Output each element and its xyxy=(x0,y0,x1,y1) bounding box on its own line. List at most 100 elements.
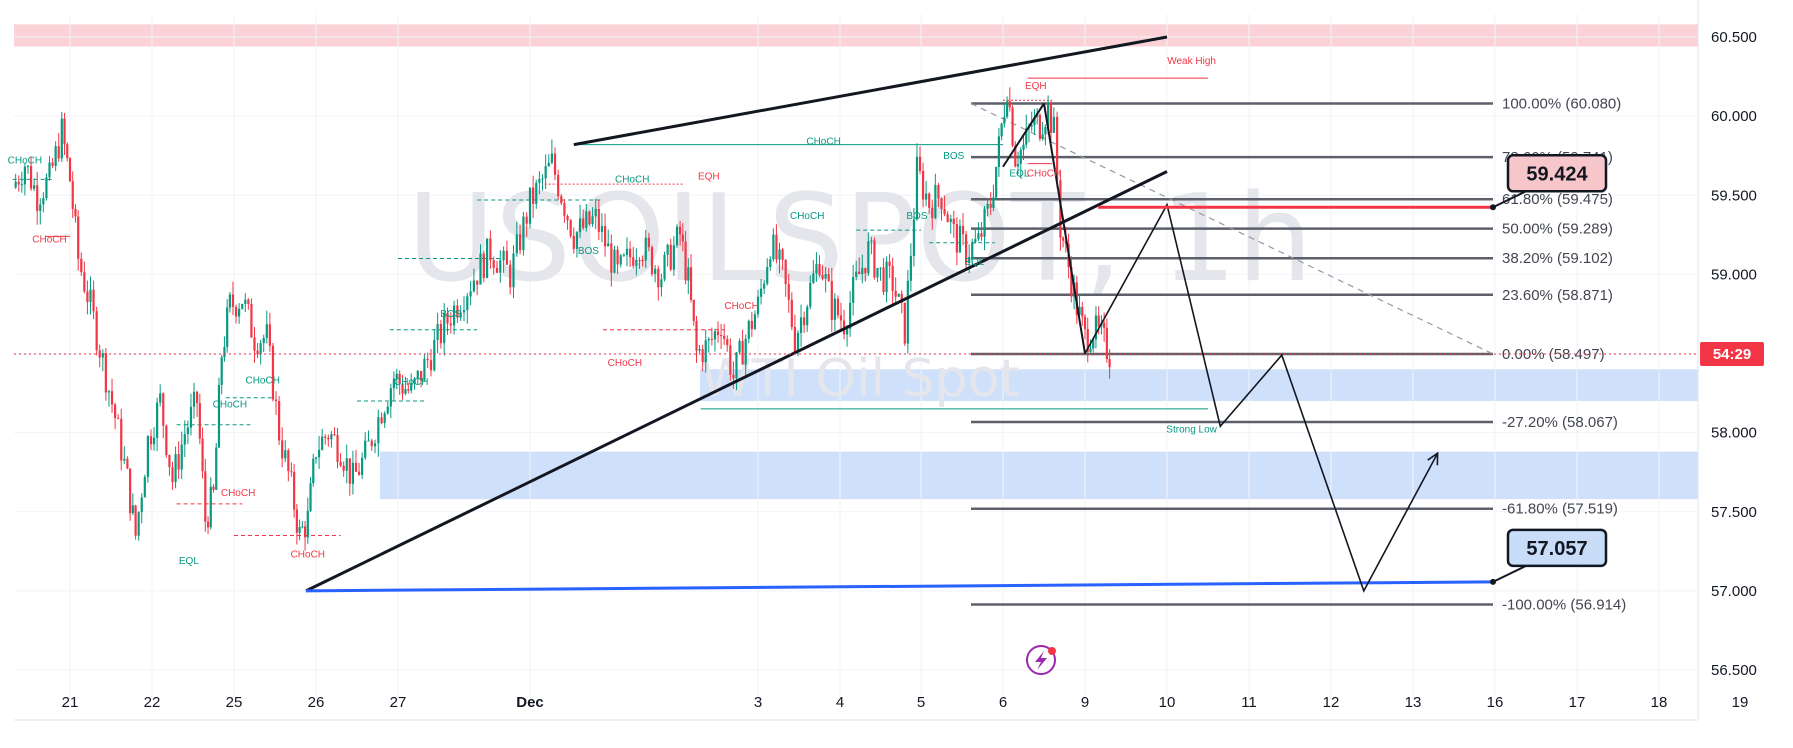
candle-body xyxy=(143,476,146,498)
candle-body xyxy=(710,338,713,340)
candle-body xyxy=(753,314,757,330)
candle-body xyxy=(660,279,663,288)
structure-label: Weak High xyxy=(1167,56,1216,67)
candle-body xyxy=(74,208,77,217)
candle-body xyxy=(1036,114,1039,118)
structure-label: CHoCH xyxy=(806,137,840,148)
candle-body xyxy=(684,241,687,281)
zone-2 xyxy=(380,451,1698,500)
candle-body xyxy=(756,296,760,315)
candle-body xyxy=(231,294,235,307)
candle-body xyxy=(983,208,986,237)
candle-body xyxy=(701,349,704,363)
structure-label: CHoCH xyxy=(213,399,247,410)
candle-body xyxy=(763,283,766,289)
callout-anchor xyxy=(1490,204,1496,211)
candle-body xyxy=(472,280,475,292)
candle-body xyxy=(824,274,827,279)
structure-label: BOS xyxy=(578,246,599,257)
candle-body xyxy=(864,267,867,274)
candle-body xyxy=(663,254,666,280)
candle-body xyxy=(977,233,980,240)
structure-label: CHoCH xyxy=(394,377,428,388)
candle-body xyxy=(80,258,83,273)
candle-body xyxy=(126,458,129,469)
structure-label: CHoCH xyxy=(8,156,42,167)
candle-body xyxy=(603,226,607,247)
candles xyxy=(14,87,1111,551)
structure-label: EQL xyxy=(179,556,199,567)
candle-body xyxy=(557,174,560,197)
candle-body xyxy=(303,526,307,538)
candle-body xyxy=(395,373,398,379)
candle-body xyxy=(278,401,281,441)
structure-label: CHoCH xyxy=(245,376,279,387)
price-callout-label: 57.057 xyxy=(1526,538,1587,560)
x-tick-label: Dec xyxy=(516,694,544,711)
candle-body xyxy=(244,299,247,305)
candle-body xyxy=(716,331,720,336)
candle-body xyxy=(29,166,33,189)
candle-body xyxy=(298,527,301,533)
candle-body xyxy=(812,273,815,283)
y-tick-label: 59.000 xyxy=(1711,266,1757,283)
x-tick-label: 10 xyxy=(1159,694,1176,711)
timer-label: 54:29 xyxy=(1713,346,1751,363)
candle-body xyxy=(107,391,111,393)
candle-body xyxy=(995,166,998,198)
candle-body xyxy=(426,358,429,361)
candle-body xyxy=(476,280,479,285)
candle-body xyxy=(509,264,512,288)
candle-body xyxy=(1078,306,1081,315)
candle-body xyxy=(226,307,229,347)
candle-body xyxy=(550,153,553,163)
candle-body xyxy=(265,324,268,338)
candle-body xyxy=(769,259,772,268)
candle-body xyxy=(946,214,949,223)
candle-body xyxy=(1086,329,1089,352)
candle-body xyxy=(787,284,790,300)
candle-body xyxy=(781,249,784,260)
structure-label: CHoCH xyxy=(724,301,758,312)
fib-label: -27.20% (58.067) xyxy=(1502,414,1618,431)
candle-body xyxy=(915,156,919,220)
candle-body xyxy=(858,271,861,275)
candle-body xyxy=(482,253,485,278)
candle-body xyxy=(1047,102,1050,128)
candle-body xyxy=(42,198,45,205)
candle-body xyxy=(738,340,741,353)
x-tick-label: 19 xyxy=(1732,694,1749,711)
candle-body xyxy=(420,370,423,381)
candle-body xyxy=(679,226,682,235)
candle-body xyxy=(177,454,180,470)
candle-body xyxy=(1089,348,1092,352)
x-tick-label: 9 xyxy=(1081,694,1089,711)
candle-body xyxy=(1008,101,1011,108)
candle-body xyxy=(971,242,974,257)
candle-body xyxy=(885,261,888,293)
structure-label: CHoCH xyxy=(1027,168,1061,179)
candle-body xyxy=(367,440,370,442)
candle-body xyxy=(377,417,380,444)
candle-body xyxy=(20,184,23,186)
candle-body xyxy=(1041,134,1044,139)
candle-body xyxy=(383,413,386,424)
candle-body xyxy=(117,417,120,419)
candle-body xyxy=(66,144,69,159)
symbol-subtitle: WTI Oil Spot xyxy=(700,349,1020,409)
candle-body xyxy=(77,216,80,259)
candle-body xyxy=(888,261,891,267)
candle-body xyxy=(1049,102,1053,133)
candle-body xyxy=(600,226,604,232)
candle-body xyxy=(563,203,566,216)
candle-body xyxy=(268,324,271,346)
candle-body xyxy=(120,418,123,461)
candle-body xyxy=(345,458,348,471)
candle-body xyxy=(597,208,600,232)
candle-body xyxy=(1030,125,1033,127)
candle-body xyxy=(876,268,879,278)
flash-icon[interactable] xyxy=(1026,645,1056,675)
price-callouts: 59.424 57.057 xyxy=(1490,154,1608,585)
candle-body xyxy=(274,399,278,402)
